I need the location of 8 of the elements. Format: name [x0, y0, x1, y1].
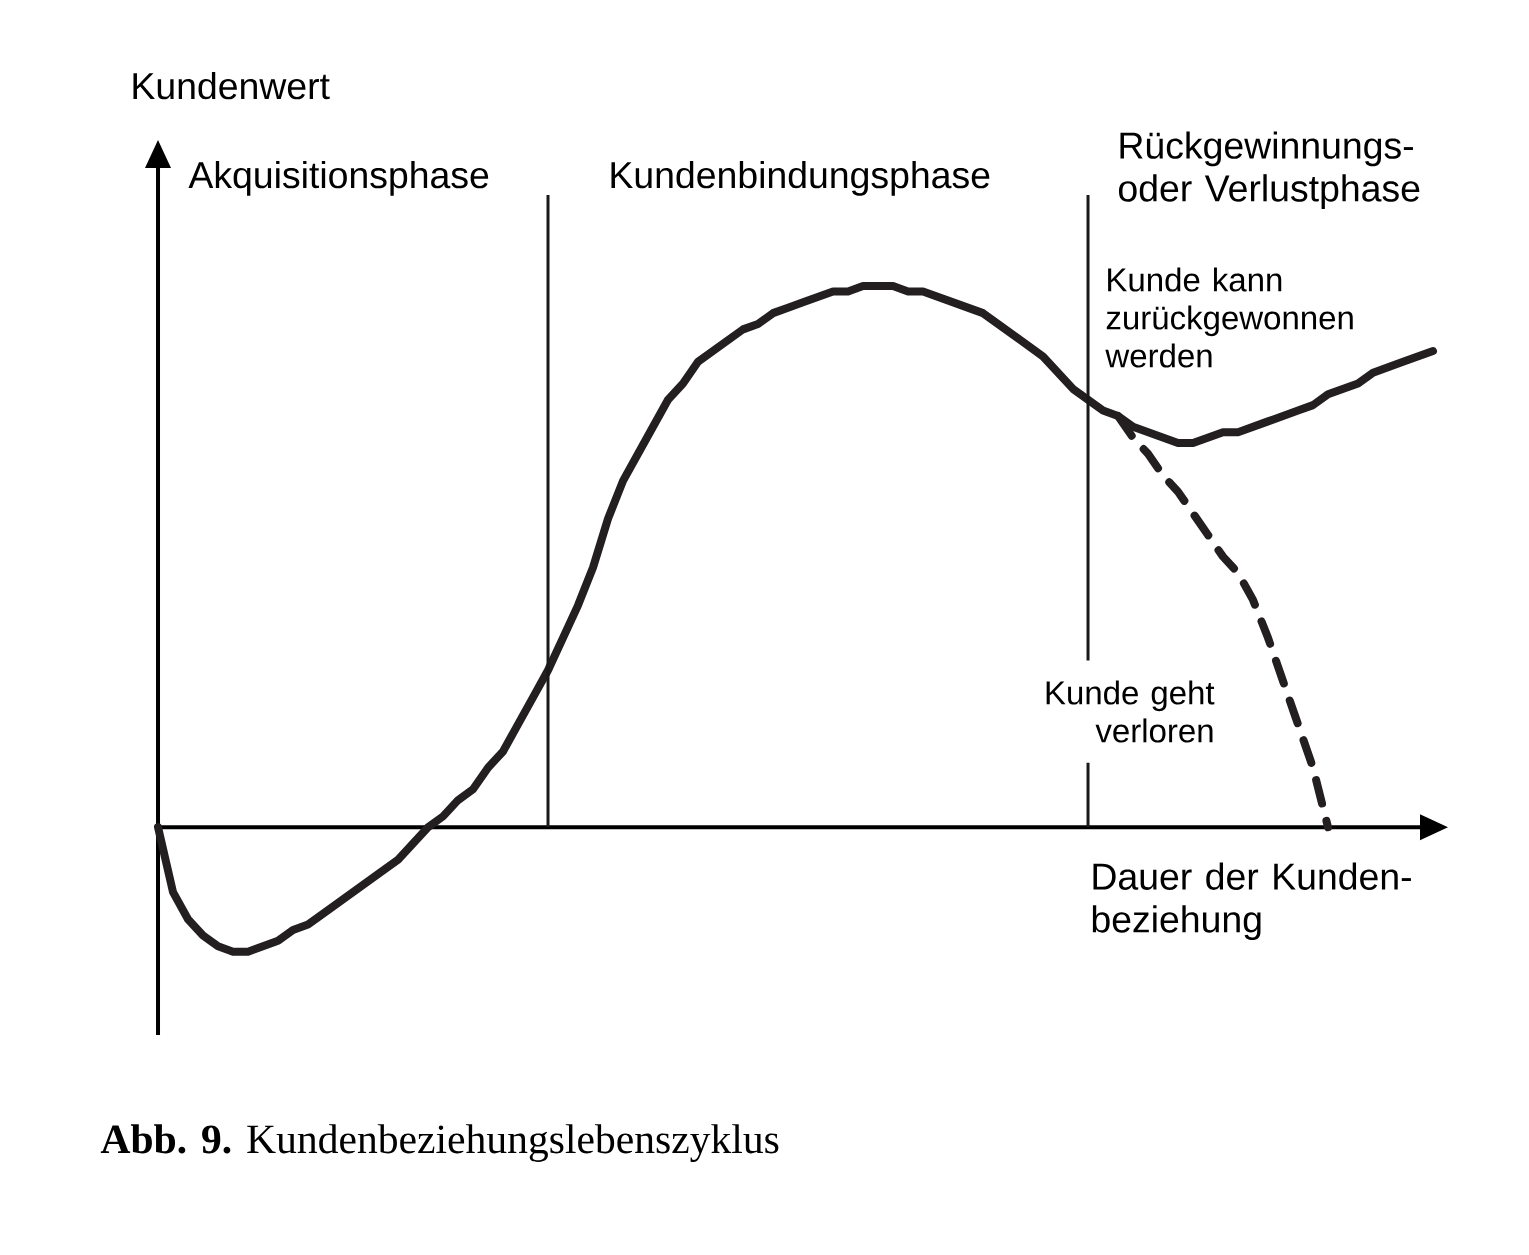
y-axis-title: Kundenwert — [133, 71, 330, 100]
x-axis-title: Dauer der Kunden- beziehung — [1092, 862, 1411, 941]
text: Rückgewinnungs- oder Verlustphase — [1118, 131, 1420, 210]
annotation: Kunde kann zurückgewonnen werden — [1105, 267, 1353, 368]
text: Abb. 9. Kundenbeziehungslebenszyklus — [100, 1124, 779, 1162]
text: Akquisitionsphase — [188, 160, 489, 196]
text: Kundenbindungsphase — [611, 160, 990, 196]
annotation: Kunde geht verloren — [1046, 680, 1215, 743]
